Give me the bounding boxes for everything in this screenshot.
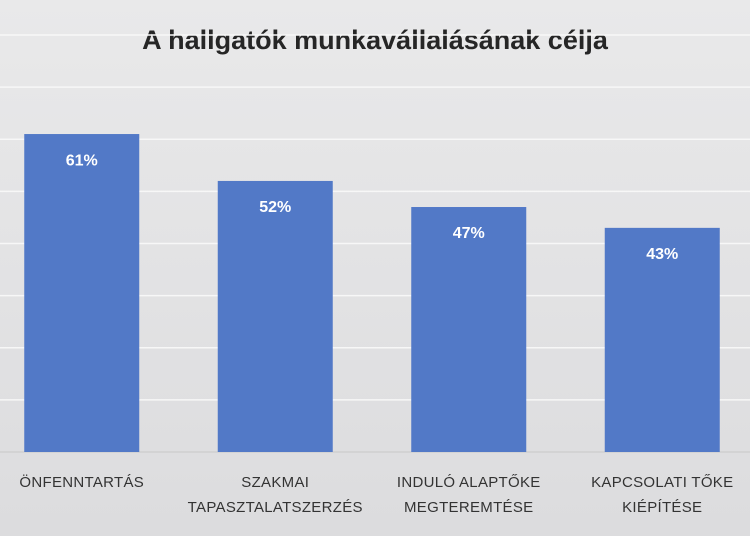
chart-title: A hallgatók munkavállalásának célja (142, 25, 609, 55)
value-label: 61% (66, 152, 98, 169)
bar (411, 207, 527, 452)
bar (604, 227, 720, 452)
bar (217, 180, 333, 452)
x-tick-label: SZAKMAI TAPASZTALATSZERZÉS (187, 474, 363, 516)
value-label: 52% (259, 199, 291, 216)
value-label: 47% (453, 225, 485, 242)
x-tick-label: INDULÓ ALAPTŐKE MEGTEREMTÉSE (396, 474, 541, 516)
x-tick-label: ÖNFENNTARTÁS (19, 474, 145, 491)
x-tick-label: KAPCSOLATI TŐKE KIÉPÍTÉSE (591, 474, 734, 516)
bar (24, 134, 140, 452)
value-label: 43% (646, 246, 678, 263)
